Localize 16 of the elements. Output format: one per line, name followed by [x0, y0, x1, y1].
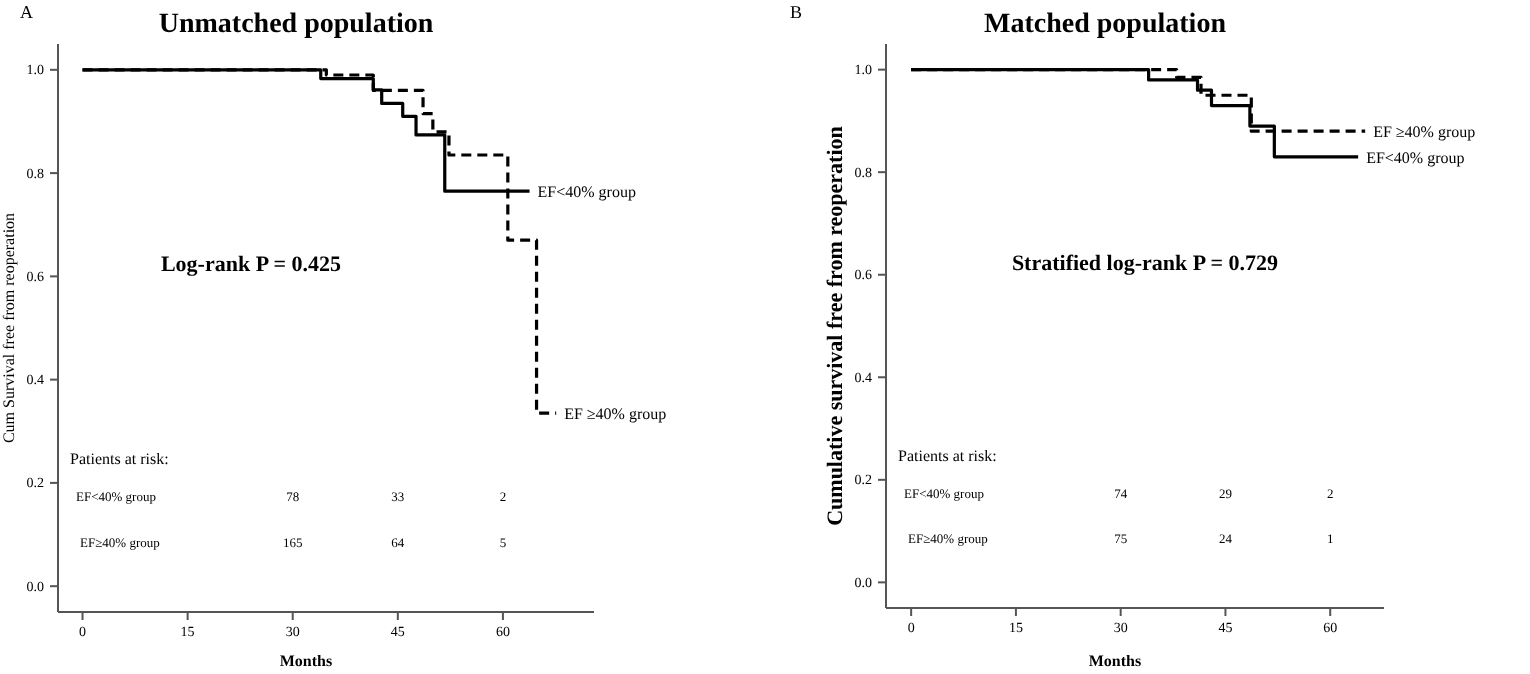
- annotation: Patients at risk:: [70, 450, 169, 469]
- series-label: EF<40% group: [1366, 148, 1465, 167]
- chart-title: Matched population: [984, 10, 1227, 40]
- chart-title: Unmatched population: [158, 10, 434, 40]
- annotation: Patients at risk:: [898, 447, 997, 466]
- text: B: [790, 2, 803, 22]
- y-axis-title: Cumulative survival free from reoperation: [824, 126, 848, 526]
- y-axis-title: Cum Survival free from reoperation: [0, 212, 18, 444]
- annotation: Stratified log-rank P = 0.729: [1011, 251, 1280, 276]
- x-axis-title: Months: [1088, 652, 1142, 670]
- series-label: EF<40% group: [537, 183, 636, 202]
- annotation: Log-rank P = 0.425: [160, 253, 342, 278]
- text: A: [20, 2, 34, 22]
- x-axis-title: Months: [279, 652, 333, 670]
- series-label: EF ≥40% group: [564, 405, 667, 424]
- series-label: EF ≥40% group: [1373, 123, 1476, 142]
